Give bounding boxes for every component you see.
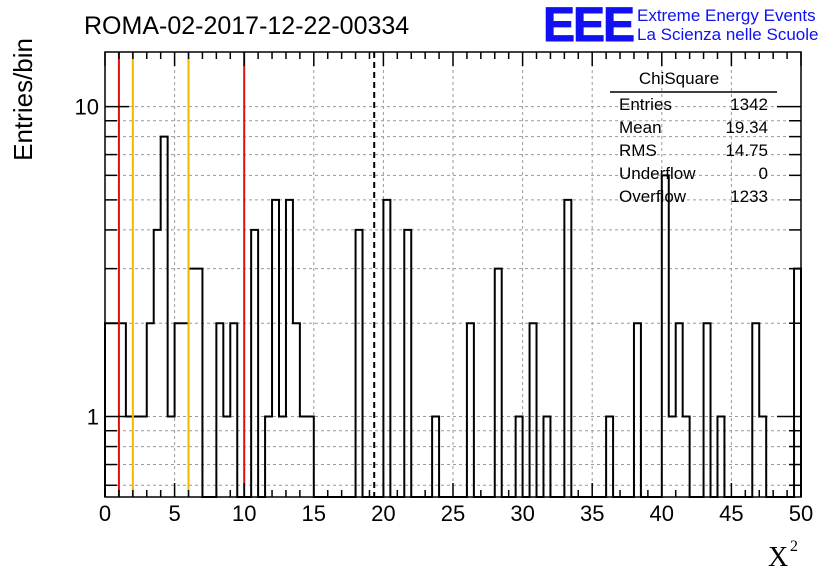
logo-line1: Extreme Energy Events (637, 6, 816, 25)
x-tick-label: 5 (168, 501, 180, 526)
x-tick-label: 0 (99, 501, 111, 526)
y-tick-label: 1 (87, 405, 99, 430)
x-tick-label: 35 (580, 501, 604, 526)
stats-value: 1342 (730, 95, 768, 114)
stats-label: Entries (619, 95, 672, 114)
x-tick-label: 40 (650, 501, 674, 526)
stats-label: Overflow (619, 187, 687, 206)
axes: 0 5 10 15 20 25 30 35 40 45 50 1 10 (75, 51, 813, 526)
reference-lines (117, 52, 376, 497)
x-tick-label: 25 (441, 501, 465, 526)
eee-logo: EEE Extreme Energy Events La Scienza nel… (543, 0, 819, 53)
x-tick-label: 30 (510, 501, 534, 526)
stats-value: 1233 (730, 187, 768, 206)
stats-label: Underflow (619, 164, 696, 183)
stats-value: 19.34 (725, 118, 768, 137)
x-tick-label: 15 (302, 501, 326, 526)
x-tick-label: 50 (789, 501, 813, 526)
y-tick-label: 10 (75, 95, 99, 120)
y-axis-title: Entries/bin (8, 38, 38, 161)
logo-letters: EEE (543, 0, 634, 52)
stats-value: 14.75 (725, 141, 768, 160)
x-axis-title-main: X (768, 542, 788, 572)
stats-value: 0 (759, 164, 768, 183)
stats-label: Mean (619, 118, 662, 137)
x-tick-label: 20 (371, 501, 395, 526)
stats-label: RMS (619, 141, 657, 160)
logo-line2: La Scienza nelle Scuole (637, 25, 818, 44)
chart-title: ROMA-02-2017-12-22-00334 (84, 12, 409, 40)
x-axis-title-sup: 2 (790, 538, 798, 555)
stats-name: ChiSquare (639, 69, 719, 88)
x-tick-label: 10 (232, 501, 256, 526)
x-axis-title: X 2 (768, 538, 798, 572)
stats-box: ChiSquare Entries 1342 Mean 19.34 RMS 14.75 Un… (610, 69, 777, 206)
x-tick-label: 45 (719, 501, 743, 526)
stats-rows: Entries 1342 Mean 19.34 RMS 14.75 Underflow 0 Ov… (619, 95, 768, 206)
